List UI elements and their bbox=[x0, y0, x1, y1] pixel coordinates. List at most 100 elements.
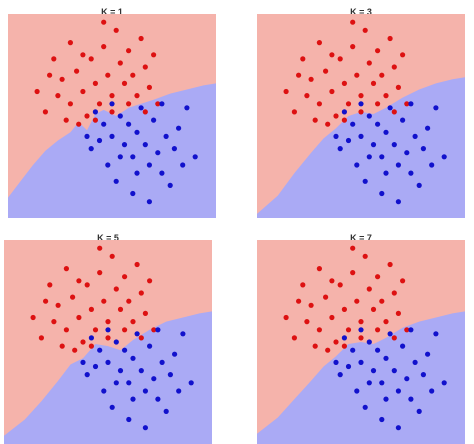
point-class-b bbox=[429, 162, 435, 168]
point-class-b bbox=[383, 355, 389, 361]
panel-title-k7: K = 7 bbox=[350, 233, 372, 243]
point-class-b bbox=[354, 388, 360, 394]
point-class-a bbox=[96, 101, 103, 107]
point-class-a bbox=[138, 335, 144, 341]
point-class-b bbox=[441, 380, 447, 386]
point-class-b bbox=[163, 408, 169, 414]
point-class-b bbox=[151, 376, 157, 382]
point-class-a bbox=[291, 109, 297, 115]
point-class-b bbox=[337, 372, 343, 378]
point-class-b bbox=[142, 388, 148, 394]
point-class-a bbox=[63, 327, 69, 333]
point-class-b bbox=[383, 129, 389, 135]
point-class-a bbox=[113, 286, 119, 292]
point-class-b bbox=[130, 355, 136, 361]
point-class-b bbox=[163, 133, 169, 139]
point-class-b bbox=[362, 404, 368, 410]
point-class-a bbox=[76, 121, 82, 127]
point-class-b bbox=[155, 327, 161, 333]
point-class-a bbox=[130, 319, 136, 325]
point-class-a bbox=[333, 339, 339, 345]
point-class-b bbox=[159, 170, 165, 176]
point-class-b bbox=[126, 416, 132, 423]
point-class-b bbox=[159, 101, 165, 107]
point-class-a bbox=[42, 109, 49, 115]
point-class-b bbox=[370, 142, 377, 148]
point-class-a bbox=[358, 109, 364, 115]
point-class-a bbox=[387, 35, 393, 42]
point-class-a bbox=[391, 64, 397, 70]
point-class-b bbox=[88, 335, 94, 341]
point-class-b bbox=[345, 137, 352, 144]
point-class-b bbox=[97, 347, 103, 353]
point-class-a bbox=[400, 278, 406, 284]
point-class-b bbox=[408, 327, 414, 333]
point-class-b bbox=[138, 105, 144, 111]
point-class-a bbox=[329, 278, 335, 284]
point-class-a bbox=[34, 88, 40, 95]
point-class-b bbox=[400, 117, 406, 123]
point-class-b bbox=[138, 368, 144, 374]
point-class-a bbox=[88, 343, 94, 349]
point-class-b bbox=[142, 142, 148, 148]
point-class-a bbox=[134, 261, 140, 268]
plot-k1 bbox=[8, 14, 216, 218]
point-class-b bbox=[184, 105, 190, 111]
point-class-b bbox=[92, 363, 99, 370]
point-class-b bbox=[354, 162, 360, 168]
point-class-b bbox=[341, 109, 347, 115]
point-class-b bbox=[408, 396, 414, 402]
point-class-b bbox=[379, 190, 385, 197]
point-class-a bbox=[47, 72, 53, 78]
panel-title-k5: K = 5 bbox=[97, 233, 119, 243]
point-class-a bbox=[391, 335, 397, 341]
point-class-b bbox=[358, 101, 364, 107]
point-class-b bbox=[167, 182, 173, 188]
point-class-b bbox=[333, 359, 339, 365]
point-class-a bbox=[126, 298, 132, 304]
point-class-a bbox=[291, 335, 297, 341]
point-class-a bbox=[72, 347, 78, 353]
point-class-a bbox=[350, 270, 356, 276]
point-class-a bbox=[51, 56, 57, 62]
point-class-b bbox=[358, 133, 364, 139]
point-class-b bbox=[379, 416, 385, 423]
point-class-a bbox=[126, 48, 132, 54]
point-class-b bbox=[134, 331, 140, 337]
panel-title-k3: K = 3 bbox=[350, 7, 372, 17]
point-class-b bbox=[151, 117, 157, 123]
point-class-b bbox=[425, 351, 431, 357]
point-class-a bbox=[345, 327, 352, 333]
point-class-a bbox=[316, 40, 322, 46]
point-class-a bbox=[92, 117, 98, 123]
point-class-a bbox=[38, 335, 45, 341]
point-class-a bbox=[325, 347, 331, 353]
point-class-a bbox=[105, 319, 111, 325]
point-class-a bbox=[97, 245, 103, 251]
point-class-a bbox=[63, 266, 69, 272]
point-class-b bbox=[345, 363, 352, 370]
point-class-a bbox=[337, 56, 343, 62]
point-class-b bbox=[383, 170, 389, 176]
point-class-a bbox=[63, 117, 69, 123]
point-class-b bbox=[117, 113, 123, 119]
point-class-b bbox=[109, 133, 115, 139]
point-class-b bbox=[88, 146, 94, 152]
point-class-a bbox=[329, 88, 335, 95]
point-class-a bbox=[375, 274, 381, 280]
point-class-a bbox=[316, 266, 322, 272]
point-class-a bbox=[76, 278, 82, 284]
point-class-a bbox=[312, 343, 318, 349]
point-class-b bbox=[366, 380, 372, 386]
point-class-b bbox=[391, 368, 397, 374]
point-class-a bbox=[151, 327, 157, 333]
point-class-a bbox=[296, 298, 302, 304]
point-class-a bbox=[383, 319, 389, 325]
point-class-a bbox=[134, 93, 140, 99]
point-class-a bbox=[333, 113, 339, 119]
point-class-a bbox=[283, 314, 289, 321]
point-class-b bbox=[188, 380, 194, 386]
point-class-a bbox=[325, 121, 331, 127]
point-class-b bbox=[113, 178, 119, 184]
point-class-b bbox=[130, 190, 136, 197]
